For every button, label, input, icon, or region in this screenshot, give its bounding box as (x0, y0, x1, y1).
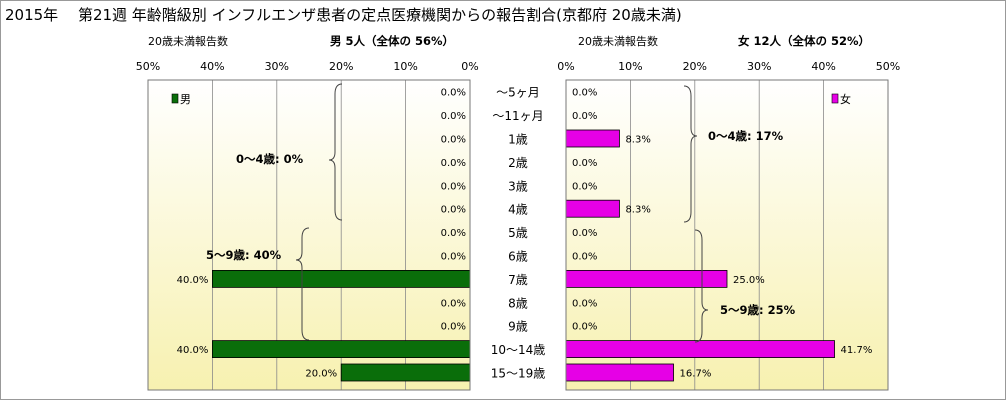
category-label: 4歳 (508, 203, 528, 217)
male-tick-label: 50% (136, 60, 160, 73)
male-data-label: 40.0% (177, 345, 209, 356)
grid-layer (211, 80, 824, 390)
female-data-label: 0.0% (572, 322, 597, 333)
female-tick-label: 50% (876, 60, 900, 73)
female-header-total: 女 12人（全体の 52%） (738, 34, 870, 48)
male-tick-label: 10% (393, 60, 417, 73)
male-tick-label: 20% (329, 60, 353, 73)
category-label: 5歳 (508, 226, 528, 240)
male-brace-5-9-label: 5～9歳: 40% (206, 248, 282, 262)
female-data-labels: 0.0% 0.0% 8.3% 0.0% 0.0% 8.3% 0.0% 0.0% 25.0% 0.0… (572, 88, 872, 380)
female-data-label: 16.7% (680, 369, 712, 380)
male-data-label: 0.0% (441, 158, 466, 169)
male-header-label: 20歳未満報告数 (148, 35, 228, 48)
male-data-label: 0.0% (441, 88, 466, 99)
female-legend: 女 (831, 92, 851, 106)
male-plot-border (147, 79, 471, 391)
female-data-label: 8.3% (625, 135, 650, 146)
category-label: 9歳 (508, 320, 528, 334)
category-label: 7歳 (508, 273, 528, 287)
chart-title: 2015年 第21週 年齢階級別 インフルエンザ患者の定点医療機関からの報告割合… (5, 6, 682, 24)
category-label: 10～14歳 (491, 343, 546, 357)
female-bar (565, 363, 674, 382)
male-data-label: 0.0% (441, 252, 466, 263)
female-data-label: 0.0% (572, 228, 597, 239)
male-tick-label: 30% (265, 60, 289, 73)
female-bar (565, 269, 728, 288)
male-tick-label: 40% (200, 60, 224, 73)
male-brace-0-4-label: 0～4歳: 0% (236, 152, 304, 166)
male-data-label: 0.0% (441, 322, 466, 333)
male-header-total: 男 5人（全体の 56%） (330, 34, 454, 48)
male-data-label: 40.0% (177, 275, 209, 286)
tick-layer: 50% 0% 40% 10% 30% 20% 20% 30% 10% 40% 0% 50% (136, 60, 900, 73)
female-bar (565, 199, 620, 218)
female-data-label: 0.0% (572, 88, 597, 99)
female-tick-label: 10% (618, 60, 642, 73)
female-legend-text: 女 (840, 92, 851, 106)
female-data-label: 25.0% (733, 275, 765, 286)
male-legend-text: 男 (180, 93, 191, 106)
category-label: 1歳 (508, 133, 528, 147)
male-bar (211, 269, 471, 288)
female-tick-label: 0% (557, 60, 574, 73)
male-bars (211, 269, 471, 382)
male-data-labels: 0.0% 0.0% 0.0% 0.0% 0.0% 0.0% 0.0% 0.0% 40.0% 0.0… (177, 88, 466, 380)
male-legend: 男 (171, 93, 191, 106)
category-label: 3歳 (508, 179, 528, 193)
female-brace-5-9 (694, 229, 709, 343)
category-label: ～5ヶ月 (496, 86, 540, 100)
female-data-label: 41.7% (841, 345, 873, 356)
category-label: 2歳 (508, 156, 528, 170)
female-plot-border (565, 79, 889, 391)
female-header-label: 20歳未満報告数 (578, 35, 658, 48)
category-labels: ～5ヶ月 ～11ヶ月 1歳 2歳 3歳 4歳 5歳 6歳 7歳 8歳 9歳 10～14歳 15～19歳 (491, 86, 546, 381)
male-tick-label: 0% (461, 60, 478, 73)
male-data-label: 20.0% (305, 369, 337, 380)
male-brace-5-9 (295, 227, 310, 341)
male-data-label: 0.0% (441, 135, 466, 146)
female-data-label: 0.0% (572, 252, 597, 263)
female-tick-label: 40% (811, 60, 835, 73)
category-label: 6歳 (508, 250, 528, 264)
male-brace-0-4 (328, 83, 343, 221)
male-data-label: 0.0% (441, 181, 466, 192)
male-data-label: 0.0% (441, 205, 466, 216)
category-label: 15～19歳 (491, 367, 546, 381)
male-bar (340, 363, 471, 382)
female-brace-5-9-label: 5～9歳: 25% (720, 303, 796, 317)
female-data-label: 0.0% (572, 298, 597, 309)
female-bars (565, 129, 835, 382)
female-brace-0-4-label: 0～4歳: 17% (708, 129, 784, 143)
male-data-label: 0.0% (441, 298, 466, 309)
category-label: 8歳 (508, 296, 528, 310)
male-data-label: 0.0% (441, 111, 466, 122)
female-tick-label: 20% (683, 60, 707, 73)
female-data-label: 0.0% (572, 111, 597, 122)
female-legend-swatch (831, 93, 839, 104)
male-legend-swatch (171, 93, 179, 104)
male-plot-area (148, 80, 470, 390)
female-data-label: 0.0% (572, 158, 597, 169)
female-data-label: 8.3% (625, 205, 650, 216)
category-label: ～11ヶ月 (492, 109, 543, 123)
male-bar (211, 340, 471, 359)
female-bar (565, 340, 835, 359)
female-brace-0-4 (683, 85, 698, 223)
female-bar (565, 129, 620, 148)
male-data-label: 0.0% (441, 228, 466, 239)
female-data-label: 0.0% (572, 181, 597, 192)
female-tick-label: 30% (747, 60, 771, 73)
